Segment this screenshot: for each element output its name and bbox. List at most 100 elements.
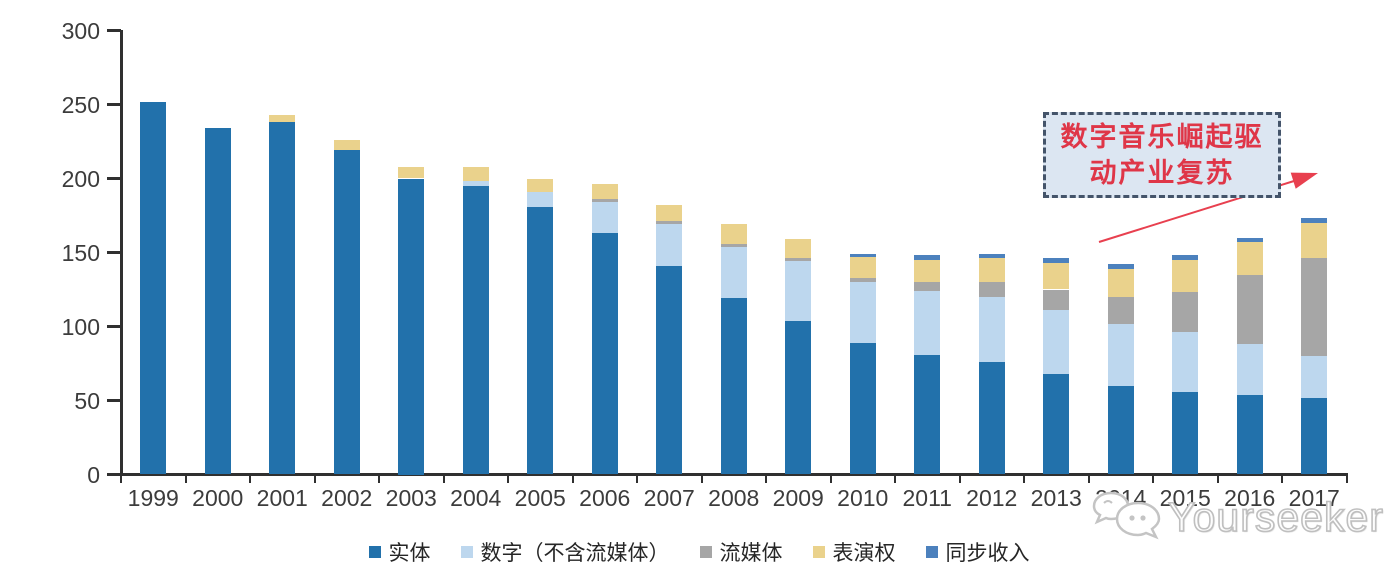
y-tick-label: 250 <box>61 91 100 118</box>
legend-label: 流媒体 <box>719 541 783 565</box>
bar-segment-2005 <box>527 178 554 192</box>
y-tick <box>107 29 121 32</box>
y-tick <box>107 177 121 180</box>
bar-segment-2011 <box>914 354 941 475</box>
x-tick-label: 2003 <box>385 485 437 511</box>
x-tick <box>700 474 703 483</box>
x-tick-label: 2013 <box>1030 485 1082 511</box>
x-tick <box>249 474 251 483</box>
bar-segment-2011 <box>914 259 941 283</box>
bar-segment-2004 <box>462 166 489 182</box>
watermark: Yourseeker <box>1090 489 1384 545</box>
bar-segment-2001 <box>269 122 296 475</box>
y-tick <box>107 325 121 328</box>
legend-swatch <box>812 546 825 558</box>
bar-segment-2017 <box>1301 356 1328 398</box>
x-tick-label: 1999 <box>127 485 179 511</box>
x-tick <box>1281 474 1283 483</box>
bar-segment-2011 <box>914 282 941 291</box>
x-tick <box>378 474 380 483</box>
bar-segment-2006 <box>591 199 618 203</box>
bar-segment-2016 <box>1236 274 1263 345</box>
y-tick-label: 300 <box>61 17 100 44</box>
legend-swatch <box>699 546 712 558</box>
legend-swatch <box>460 546 473 558</box>
x-tick-label: 2005 <box>514 485 566 511</box>
y-tick-label: 50 <box>74 387 100 414</box>
bar-segment-2009 <box>785 239 812 259</box>
legend-swatch <box>925 546 938 558</box>
x-tick <box>958 474 961 483</box>
bar-segment-2015 <box>1172 259 1199 293</box>
x-tick <box>1216 474 1219 483</box>
x-tick <box>765 474 767 483</box>
bar-segment-2002 <box>333 150 360 475</box>
bar-segment-2007 <box>656 221 683 225</box>
bar-segment-2014 <box>1107 268 1134 297</box>
x-tick-label: 2000 <box>192 485 244 511</box>
bar-segment-2008 <box>720 224 747 244</box>
bar-segment-2013 <box>1043 258 1070 263</box>
bar-segment-2004 <box>462 181 489 186</box>
bar-segment-2016 <box>1236 237 1263 243</box>
x-tick-label: 2010 <box>837 485 889 511</box>
bar-segment-2013 <box>1043 289 1070 311</box>
x-tick <box>571 474 574 483</box>
bar-segment-2011 <box>914 255 941 260</box>
bar-segment-2013 <box>1043 373 1070 475</box>
annotation-text-line2: 动产业复苏 <box>1089 158 1235 188</box>
bar-segment-2008 <box>720 298 747 475</box>
speech-bubble-icon <box>1092 491 1161 540</box>
x-tick-label: 2006 <box>579 485 631 511</box>
bar-segment-2003 <box>398 178 425 475</box>
bar-segment-2013 <box>1043 262 1070 290</box>
bar-segment-2015 <box>1172 255 1199 260</box>
bar-segment-2012 <box>978 258 1005 283</box>
bar-segment-2012 <box>978 362 1005 475</box>
x-tick <box>120 474 122 483</box>
legend-item: 数字（不含流媒体） <box>460 537 670 567</box>
x-tick <box>636 474 638 483</box>
legend: 实体 数字（不含流媒体） 流媒体 表演权 同步收入 <box>0 537 1398 567</box>
bar-segment-2012 <box>978 282 1005 297</box>
x-tick-label: 2008 <box>708 485 760 511</box>
bar-segment-2017 <box>1301 218 1328 223</box>
x-axis-line <box>114 473 1348 476</box>
legend-swatch <box>368 546 381 558</box>
y-tick-label: 100 <box>61 313 100 340</box>
bar-segment-2005 <box>527 206 554 475</box>
x-tick <box>1023 474 1025 483</box>
bar-segment-2004 <box>462 185 489 475</box>
bar-segment-2017 <box>1301 258 1328 357</box>
x-tick-label: 2001 <box>256 485 308 511</box>
y-tick <box>107 399 121 402</box>
bar-segment-2001 <box>269 114 296 123</box>
legend-label: 同步收入 <box>945 541 1030 565</box>
bar-segment-2011 <box>914 290 941 355</box>
bar-segment-2007 <box>656 205 683 222</box>
bar-segment-2009 <box>785 261 812 321</box>
bar-segment-2000 <box>204 128 231 475</box>
x-tick <box>442 474 445 483</box>
x-tick <box>1087 474 1090 483</box>
x-tick <box>1152 474 1154 483</box>
x-tick-label: 2017 <box>1288 485 1340 511</box>
bar-segment-2009 <box>785 320 812 475</box>
bar-segment-2015 <box>1172 292 1199 333</box>
legend-item: 表演权 <box>812 537 896 567</box>
bar-segment-2015 <box>1172 332 1199 392</box>
x-tick-label: 2015 <box>1159 485 1211 511</box>
bar-segment-2008 <box>720 246 747 299</box>
x-tick-label: 2002 <box>321 485 373 511</box>
bar-segment-2016 <box>1236 394 1263 475</box>
x-tick <box>507 474 509 483</box>
x-tick-label: 2007 <box>643 485 695 511</box>
bar-segment-2006 <box>591 202 618 234</box>
x-tick-label: 2016 <box>1224 485 1276 511</box>
bar-segment-2012 <box>978 253 1005 259</box>
bar-segment-2017 <box>1301 397 1328 475</box>
bar-segment-2014 <box>1107 296 1134 324</box>
legend-label: 表演权 <box>832 541 896 565</box>
bar-segment-2010 <box>849 277 876 283</box>
